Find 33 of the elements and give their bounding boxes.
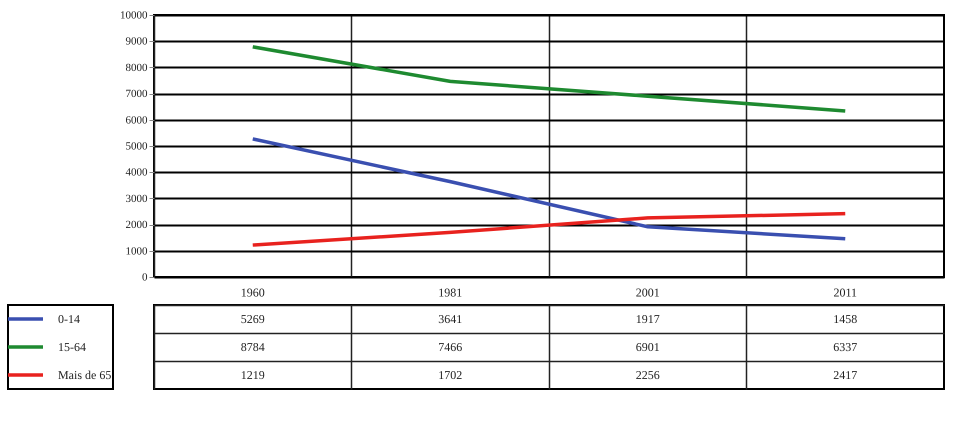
data-label: 7466: [438, 340, 462, 354]
y-tick-label: 0: [142, 272, 148, 284]
x-tick-label: 1981: [438, 286, 462, 300]
data-label: 2417: [833, 368, 858, 382]
line-series: [251, 212, 847, 247]
x-tick-label: 2011: [833, 286, 858, 300]
legend-label: Mais de 65: [58, 368, 112, 382]
y-tick-label: 8000: [126, 62, 148, 74]
data-label: 6337: [833, 340, 858, 354]
y-tick-label: 2000: [126, 219, 148, 232]
y-tick-label: 9000: [126, 36, 148, 48]
y-tick-label: 3000: [126, 192, 148, 205]
legend-label: 15-64: [58, 340, 86, 354]
data-label: 1702: [438, 368, 462, 382]
data-label: 3641: [438, 312, 462, 326]
data-label: 6901: [636, 340, 660, 354]
data-label: 2256: [636, 368, 660, 382]
data-label: 1458: [833, 312, 858, 326]
data-label: 1917: [636, 312, 660, 326]
y-tick-label: 4000: [126, 166, 148, 179]
data-label: 5269: [240, 312, 265, 326]
x-tick-label: 2001: [636, 286, 660, 300]
data-label: 1219: [240, 368, 265, 382]
y-tick-label: 5000: [126, 140, 148, 152]
y-tick-label: 1000: [126, 245, 148, 258]
data-label: 8784: [240, 340, 265, 354]
y-tick-label: 6000: [126, 114, 148, 126]
legend-label: 0-14: [58, 312, 80, 326]
x-tick-label: 1960: [240, 286, 265, 300]
y-tick-label: 7000: [126, 88, 148, 100]
line-series: [251, 45, 847, 113]
line-series: [251, 137, 847, 241]
y-tick-label: 10000: [120, 10, 148, 22]
